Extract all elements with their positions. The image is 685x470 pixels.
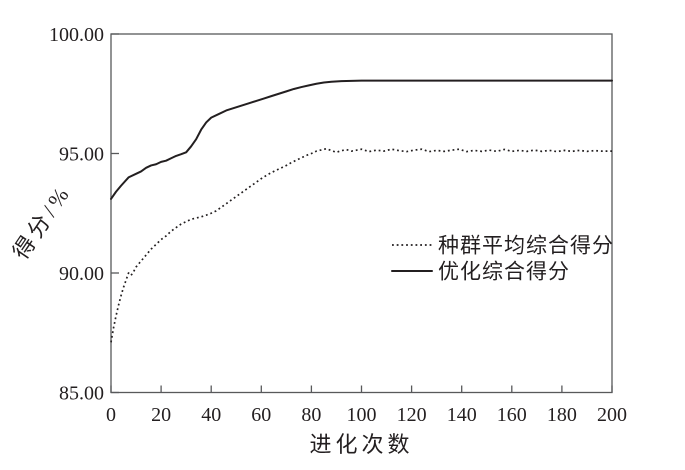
x-tick-label-0: 0 [106,404,116,426]
y-axis-title: 得分/% [8,180,76,264]
legend: 种群平均综合得分 优化综合得分 [391,234,614,284]
x-tick-label-80: 80 [301,404,321,426]
y-tick-label-100: 100.00 [49,24,104,46]
y-tick-label-95: 95.00 [59,144,104,166]
x-tick-label-160: 160 [497,404,527,426]
x-tick-label-60: 60 [251,404,271,426]
y-tick-label-90: 90.00 [59,263,104,285]
x-tick-label-180: 180 [547,404,577,426]
x-axis-title: 进化次数 [309,432,413,457]
series-line-dotted [110,147,612,343]
legend-label-optimized-score: 优化综合得分 [438,260,570,284]
x-tick-label-140: 140 [447,404,477,426]
x-tick-label-120: 120 [397,404,427,426]
x-tick-label-20: 20 [151,404,171,426]
series-line-solid [110,79,613,200]
plot-area-border [110,33,613,394]
axis-tick-marks [110,33,613,394]
y-tick-label-85: 85.00 [59,383,104,405]
x-tick-label-40: 40 [201,404,221,426]
data-series-lines [110,79,613,343]
x-tick-label-200: 200 [597,404,627,426]
legend-label-population-average-score: 种群平均综合得分 [438,234,614,258]
x-tick-label-100: 100 [347,404,377,426]
